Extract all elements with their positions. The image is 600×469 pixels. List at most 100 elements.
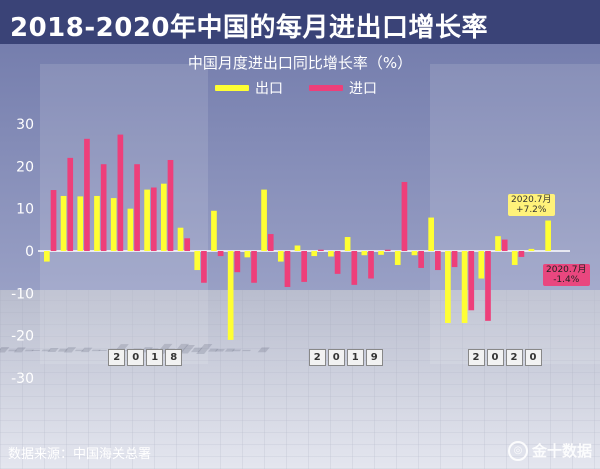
bar-import xyxy=(67,157,74,251)
title-bar: 2018-2020年中国的每月进出口增长率 xyxy=(0,0,600,44)
bar-export xyxy=(461,251,468,323)
bar-shadow xyxy=(224,348,236,352)
bar-export xyxy=(277,251,284,262)
bar-import xyxy=(384,249,391,251)
y-tick-label: 20 xyxy=(16,159,34,175)
legend-item-import: 进口 xyxy=(309,78,377,98)
year-digit-block: 8 xyxy=(165,349,183,366)
annotation-import: 2020.7月 -1.4% xyxy=(543,264,590,286)
bar-shadow xyxy=(241,349,252,352)
bar-export xyxy=(378,251,384,255)
year-digit-block: 1 xyxy=(146,349,164,366)
annotation-export: 2020.7月 +7.2% xyxy=(508,194,555,216)
bar-shadow xyxy=(214,349,225,352)
bar-import xyxy=(418,251,424,268)
y-tick-label: -20 xyxy=(11,329,34,345)
bar-shadow xyxy=(0,346,10,353)
bar-import xyxy=(284,251,291,287)
bar-shadow xyxy=(91,349,101,352)
bar-shadow xyxy=(24,349,34,352)
y-tick-label: -10 xyxy=(11,286,34,302)
page-title: 2018-2020年中国的每月进出口增长率 xyxy=(10,13,489,43)
bar-import xyxy=(267,234,274,251)
bar-shadow xyxy=(7,349,18,352)
bar-shadow xyxy=(208,348,219,352)
bars-group xyxy=(44,134,551,340)
bar-import xyxy=(251,251,257,283)
chart-title: 中国月度进出口同比增长率（%） xyxy=(187,54,413,72)
logo-icon: ◎ xyxy=(507,440,528,461)
legend: 出口 进口 xyxy=(215,78,377,98)
bar-export xyxy=(177,227,184,251)
year-digit-block: 0 xyxy=(327,349,345,366)
bar-export xyxy=(394,251,401,265)
annotation-import-label: 2020.7月 xyxy=(546,265,587,275)
bar-export xyxy=(244,251,251,258)
bar-import xyxy=(134,164,140,251)
bar-export xyxy=(144,189,150,251)
bar-import xyxy=(117,134,124,251)
bar-import xyxy=(435,251,441,271)
bar-import xyxy=(401,181,408,251)
bar-export xyxy=(211,210,217,251)
y-tick-label: 30 xyxy=(16,117,34,133)
bar-export xyxy=(361,251,368,256)
year-digit-block: 0 xyxy=(524,349,542,366)
logo-text: 金十数据 xyxy=(531,442,592,460)
bar-import xyxy=(84,138,90,251)
bar-shadow xyxy=(190,347,203,353)
bar-import xyxy=(451,251,458,268)
bar-import xyxy=(234,251,241,273)
bar-shadow xyxy=(98,349,108,352)
bar-import xyxy=(217,251,224,257)
bar-import xyxy=(150,187,157,251)
bar-shadow xyxy=(196,344,213,354)
bar-export xyxy=(261,189,267,251)
year-digit-block: 9 xyxy=(365,349,383,366)
bar-export xyxy=(60,195,67,251)
bar-export xyxy=(311,251,318,257)
y-tick-label: 10 xyxy=(16,202,34,218)
bar-shadow xyxy=(257,347,270,353)
bar-shadow xyxy=(63,347,77,353)
bar-shadow xyxy=(57,348,69,352)
year-digit-block: 2 xyxy=(308,349,326,366)
bar-import xyxy=(334,251,341,274)
bar-export xyxy=(411,251,418,256)
bar-export xyxy=(160,183,167,251)
bar-import xyxy=(468,251,475,311)
year-digit-block: 0 xyxy=(127,349,145,366)
annotation-import-value: -1.4% xyxy=(553,275,580,285)
bar-export xyxy=(495,236,501,251)
bar-shadow xyxy=(41,349,51,352)
year-digit-block: 1 xyxy=(346,349,364,366)
bar-import xyxy=(518,251,525,257)
bar-export xyxy=(77,196,84,251)
y-tick-label: 0 xyxy=(25,244,34,260)
bar-shadow xyxy=(47,348,59,352)
year-digit-block: 2 xyxy=(505,349,523,366)
bar-export xyxy=(127,208,134,251)
bar-shadow xyxy=(231,349,242,352)
brand-logo: ◎ 金十数据 xyxy=(507,440,592,461)
year-digit-block: 2 xyxy=(108,349,126,366)
bar-export xyxy=(528,248,535,251)
annotation-export-value: +7.2% xyxy=(516,205,547,215)
bar-import xyxy=(368,251,374,279)
bar-export xyxy=(110,198,117,251)
legend-item-export: 出口 xyxy=(215,78,283,98)
source-note: 数据来源：中国海关总署 xyxy=(8,447,152,462)
legend-label-import: 进口 xyxy=(349,81,377,97)
bar-import xyxy=(50,190,57,251)
bar-shadow xyxy=(13,347,26,353)
bar-shadow xyxy=(179,344,195,354)
bar-export xyxy=(511,251,518,265)
bar-import xyxy=(485,251,491,321)
y-tick-label: -30 xyxy=(11,371,34,387)
bar-export xyxy=(194,251,201,271)
legend-swatch-import xyxy=(309,85,343,91)
bar-export xyxy=(44,251,50,262)
